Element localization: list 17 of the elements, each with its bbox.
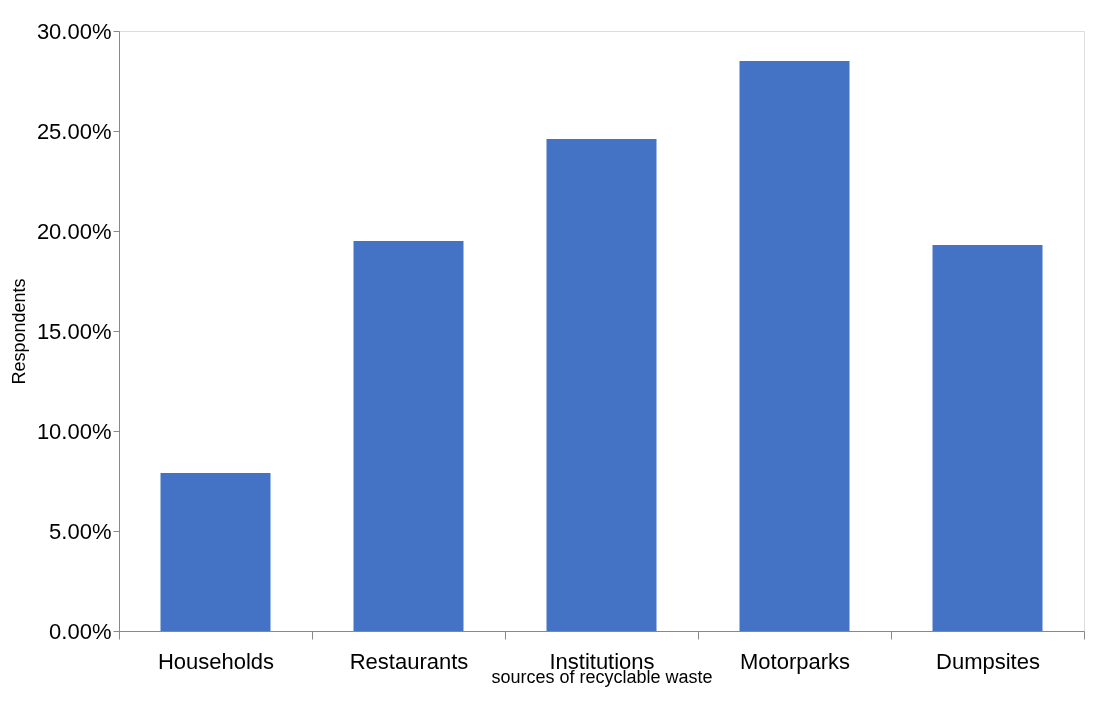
x-tick-label: Dumpsites [936, 648, 1040, 674]
y-tick-label: 5.00% [49, 518, 112, 544]
y-tick-label: 20.00% [36, 218, 112, 244]
x-tick-label: Households [157, 648, 275, 674]
y-tick-label: 0.00% [49, 618, 112, 644]
bar [932, 245, 1043, 631]
x-tick-label: Motorparks [739, 648, 851, 674]
bar [546, 139, 657, 631]
y-axis-title: Respondents [8, 278, 29, 385]
y-tick-label: 10.00% [36, 418, 112, 444]
y-tick-label: 15.00% [36, 318, 112, 344]
x-tick-label: Restaurants [349, 648, 469, 674]
y-tick-label: 25.00% [36, 118, 112, 144]
bar [739, 61, 850, 631]
bar [160, 473, 271, 631]
bar [353, 241, 464, 631]
y-tick-label: 30.00% [36, 18, 112, 44]
